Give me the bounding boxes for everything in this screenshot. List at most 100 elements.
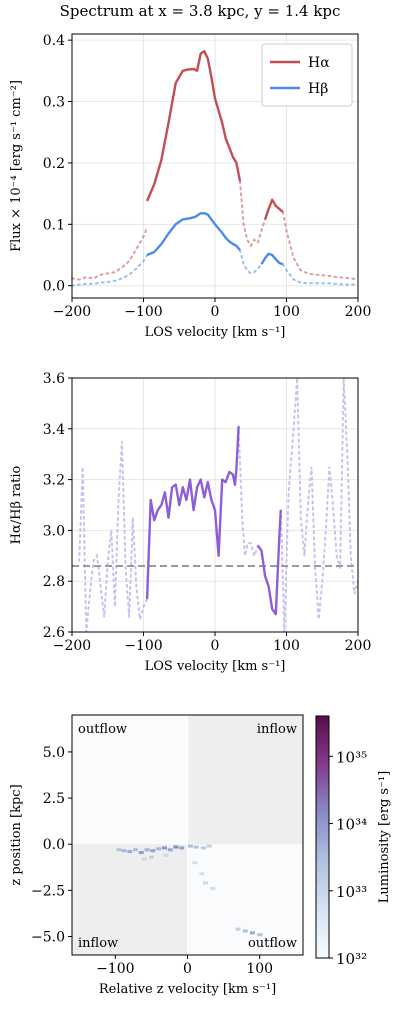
series-line-hbeta [146, 212, 241, 257]
y-axis-label: z position [kpc] [9, 784, 24, 885]
y-tick-label: 0.0 [43, 279, 65, 295]
y-tick-label: −5.0 [31, 930, 65, 946]
legend-label-halpha: Hα [308, 55, 330, 71]
luminosity-cell [199, 872, 205, 876]
luminosity-cell [257, 933, 263, 937]
ratio-line [256, 510, 282, 616]
luminosity-cell [173, 845, 179, 849]
luminosity-cell [193, 845, 199, 849]
luminosity-map-panel: outflow inflow inflow outflow −100 0 100 −5.0 −2… [9, 714, 392, 997]
x-tick-label: 100 [273, 304, 300, 320]
quadrant-label-top-right: inflow [257, 722, 297, 737]
series-line-halpha [145, 50, 242, 202]
luminosity-cell [121, 849, 127, 853]
x-tick-label: −100 [124, 638, 162, 654]
x-tick-label: 100 [273, 638, 300, 654]
luminosity-cell [167, 848, 173, 852]
colorbar-tick-label: 10³³ [336, 883, 367, 901]
y-tick-label: 2.6 [43, 625, 65, 641]
y-tick-label: 0.3 [43, 95, 65, 111]
y-tick-label: 3.6 [43, 371, 65, 387]
x-tick-label: 200 [345, 638, 372, 654]
luminosity-cell [148, 855, 154, 859]
luminosity-cell [156, 847, 162, 851]
colorbar [315, 715, 330, 959]
y-tick-label: 0.2 [43, 156, 65, 172]
x-tick-label: −100 [96, 961, 134, 977]
series-line-hbeta [260, 252, 284, 266]
y-axis-label: Hα/Hβ ratio [9, 466, 24, 545]
legend: Hα Hβ [261, 43, 353, 107]
y-tick-label: 0.0 [43, 837, 65, 853]
x-tick-label: 0 [211, 304, 220, 320]
axes-frame [71, 33, 359, 299]
luminosity-cell [116, 848, 122, 852]
luminosity-cell [141, 857, 147, 861]
x-tick-label: 100 [246, 961, 273, 977]
x-tick-label: 0 [183, 961, 192, 977]
colorbar-tick-label: 10³⁵ [336, 748, 367, 766]
y-axis-label: Flux × 10⁻⁴ [erg s⁻¹ cm⁻²] [9, 80, 24, 252]
x-tick-label: 0 [211, 638, 220, 654]
line-ratio-panel: −200 −100 0 100 200 2.6 2.8 3.0 3.2 3.4 3.6 LOS vel… [9, 371, 371, 674]
x-axis-label: LOS velocity [km s⁻¹] [145, 325, 286, 340]
luminosity-cell [192, 861, 198, 865]
axes-frame [71, 377, 359, 633]
y-tick-label: 3.0 [43, 523, 65, 539]
series-faint-hbeta [281, 263, 359, 286]
ratio-faint-line [237, 425, 259, 560]
luminosity-cell [249, 931, 255, 935]
ratio-series-group [72, 378, 358, 632]
quadrant-label-bottom-left: inflow [78, 936, 118, 951]
colorbar-label: Luminosity [erg s⁻¹] [377, 771, 392, 903]
legend-label-hbeta: Hβ [308, 81, 328, 97]
x-axis-label: Relative z velocity [km s⁻¹] [99, 982, 276, 997]
series-faint-halpha [281, 211, 359, 281]
flux-spectrum-panel: −200 −100 0 100 200 0.0 0.1 0.2 0.3 0.4 Hα Hβ LOS ve… [9, 33, 371, 340]
luminosity-cell [133, 848, 139, 852]
luminosity-cell [138, 851, 144, 855]
y-tick-label: 5.0 [43, 745, 65, 761]
axes-frame [71, 714, 304, 956]
luminosity-cell [235, 927, 241, 931]
luminosity-cell [127, 850, 133, 854]
luminosity-cell [163, 853, 169, 857]
luminosity-cell [179, 846, 185, 850]
luminosity-cell [242, 929, 248, 933]
y-tick-label: −2.5 [31, 883, 65, 899]
luminosity-cell [210, 887, 216, 891]
legend-box [261, 43, 353, 107]
x-tick-label: −100 [124, 304, 162, 320]
colorbar-tick-label: 10³⁴ [336, 816, 367, 834]
ratio-faint-line [279, 378, 358, 632]
ratio-faint-line [78, 441, 149, 632]
luminosity-cell [144, 848, 150, 852]
figure-title: Spectrum at x = 3.8 kpc, y = 1.4 kpc [60, 2, 341, 20]
quadrant-shade-bottom-left [72, 844, 188, 955]
y-tick-label: 0.1 [43, 217, 65, 233]
y-tick-label: 3.2 [43, 473, 65, 489]
ratio-line [145, 426, 240, 600]
x-tick-label: 200 [345, 304, 372, 320]
luminosity-cell [200, 846, 206, 850]
quadrant-label-bottom-right: outflow [248, 936, 297, 951]
colorbar-tick-label: 10³² [336, 950, 367, 968]
y-tick-label: 3.4 [43, 422, 65, 438]
luminosity-cell [187, 844, 193, 848]
y-tick-label: 2.5 [43, 791, 65, 807]
luminosity-cell [150, 849, 156, 853]
x-axis-label: LOS velocity [km s⁻¹] [145, 659, 286, 674]
quadrant-label-top-left: outflow [78, 722, 127, 737]
series-faint-halpha [71, 226, 149, 281]
x-tick-label: −200 [53, 638, 91, 654]
series-faint-hbeta [71, 254, 149, 287]
series-faint-hbeta [239, 249, 263, 275]
quadrant-shade-top-right [187, 715, 303, 845]
x-tick-label: −200 [53, 304, 91, 320]
luminosity-cell [161, 846, 167, 850]
luminosity-cell [206, 844, 212, 848]
series-line-halpha [263, 198, 284, 220]
y-tick-label: 2.8 [43, 574, 65, 590]
luminosity-cell [203, 881, 209, 885]
